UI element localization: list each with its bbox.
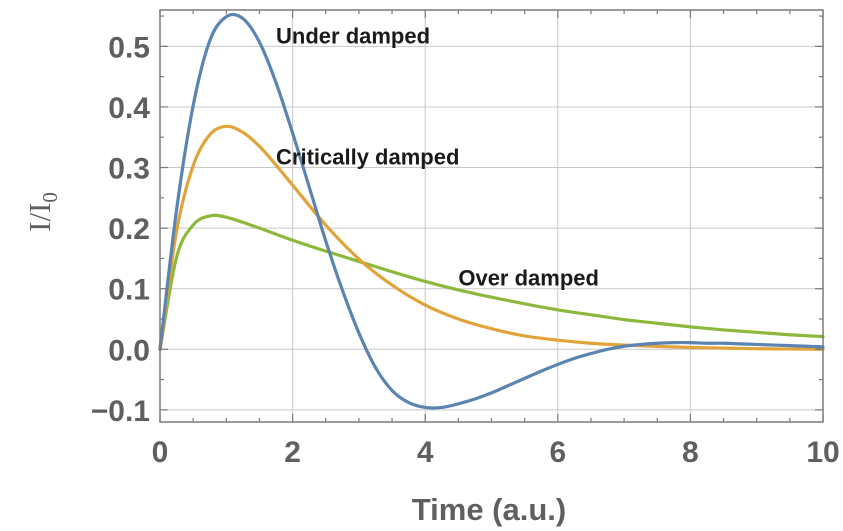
y-axis-label: I/I0 [22, 192, 62, 232]
svg-text:I/I0: I/I0 [22, 192, 62, 232]
annotation-under-damped: Under damped [276, 23, 430, 48]
y-tick-label: 0.3 [108, 153, 150, 186]
grid [159, 10, 824, 422]
y-tick-label: 0.2 [108, 213, 150, 246]
y-tick-label: 0.4 [108, 92, 150, 125]
annotation-over-damped: Over damped [458, 266, 599, 291]
y-tick-labels: −0.1 0.0 0.1 0.2 0.3 0.4 0.5 [91, 31, 151, 428]
x-tick-label: 0 [152, 436, 169, 469]
series-line-critically-damped [158, 124, 825, 351]
x-tick-label: 8 [682, 436, 699, 469]
x-tick-label: 10 [806, 436, 839, 469]
x-tick-label: 6 [549, 436, 566, 469]
series-line-over-damped [158, 213, 825, 351]
series-line-under-damped [158, 12, 825, 410]
x-axis-label: Time (a.u.) [412, 492, 566, 527]
plot-frame [159, 9, 824, 423]
y-tick-label: 0.0 [108, 334, 150, 367]
x-tick-label: 2 [284, 436, 301, 469]
annotation-critically-damped: Critically damped [276, 145, 459, 170]
y-tick-label: 0.5 [108, 31, 150, 64]
x-tick-labels: 0 2 4 6 8 10 [152, 436, 840, 469]
ticks [159, 10, 824, 422]
x-tick-label: 4 [417, 436, 434, 469]
y-tick-label: 0.1 [108, 274, 150, 307]
y-tick-label: −0.1 [91, 395, 150, 428]
annotations: Under damped Critically damped Over damped [276, 23, 599, 290]
series-group [158, 12, 825, 410]
